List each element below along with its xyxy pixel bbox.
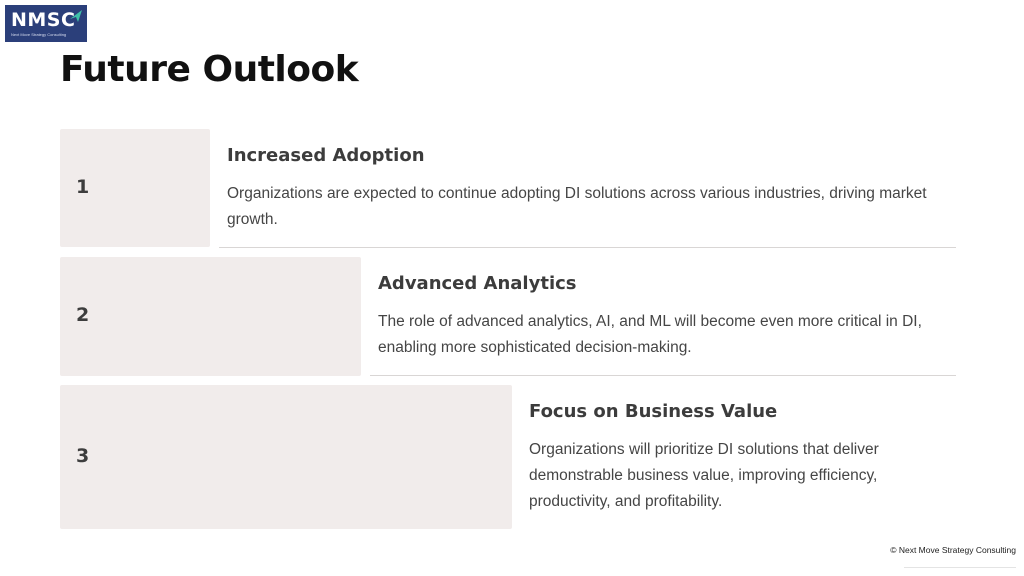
logo-tagline: Next Move Strategy Consulting [11, 32, 67, 37]
step-number-box-2: 2 [60, 257, 361, 376]
step-description-1: Organizations are expected to continue a… [227, 185, 927, 228]
step-number-2: 2 [76, 304, 90, 326]
step-number-1: 1 [76, 176, 90, 198]
step-divider-1 [219, 247, 956, 248]
copyright-notice: © Next Move Strategy Consulting [890, 545, 1016, 555]
step-number-3: 3 [76, 445, 90, 467]
step-description-2: The role of advanced analytics, AI, and … [378, 313, 922, 356]
step-title-3: Focus on Business Value [529, 401, 778, 422]
step-description-3: Organizations will prioritize DI solutio… [529, 441, 879, 510]
logo-mark: NMSC [11, 9, 76, 31]
step-number-box-1: 1 [60, 129, 210, 247]
step-divider-2 [370, 375, 956, 376]
logo-arrow-icon [70, 10, 82, 22]
slide-title: Future Outlook [60, 49, 359, 90]
company-logo: NMSC Next Move Strategy Consulting [5, 5, 87, 42]
footer-rule [904, 567, 1016, 568]
step-title-1: Increased Adoption [227, 145, 425, 166]
step-title-2: Advanced Analytics [378, 273, 577, 294]
step-number-box-3: 3 [60, 385, 512, 529]
